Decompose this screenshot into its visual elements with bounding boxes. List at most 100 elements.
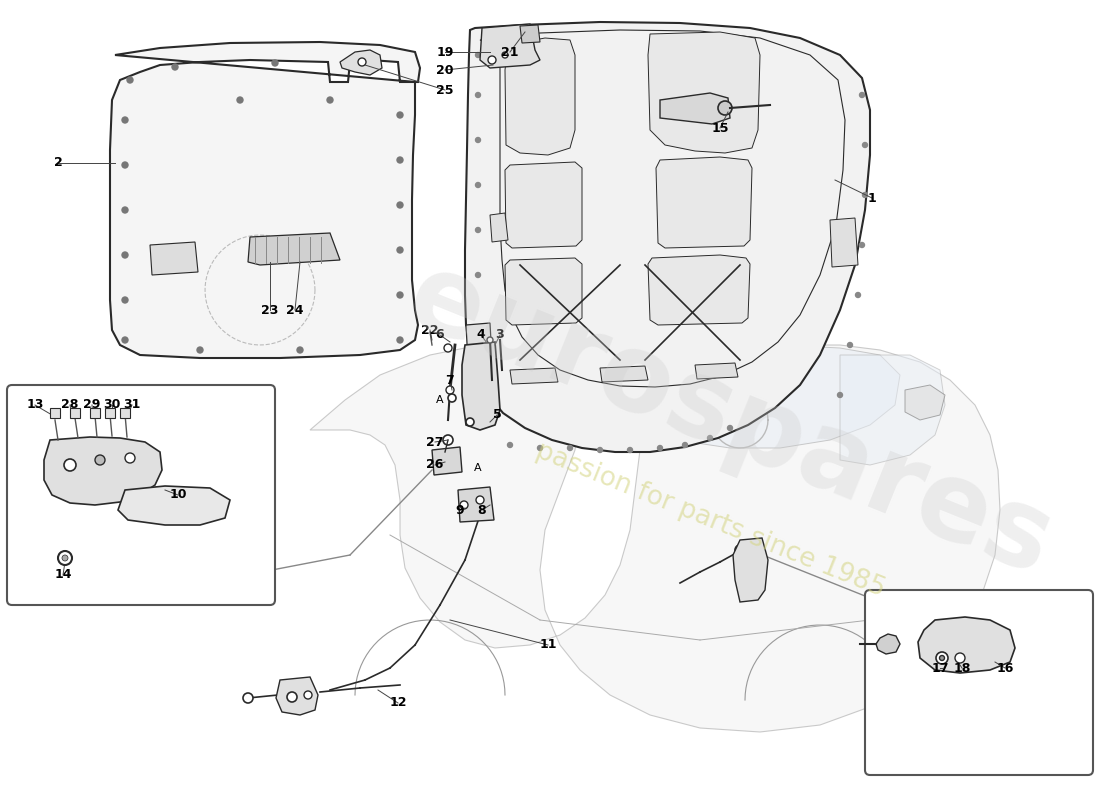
Polygon shape [628, 345, 900, 448]
Polygon shape [648, 255, 750, 325]
Text: 20: 20 [437, 63, 453, 77]
Polygon shape [432, 447, 462, 475]
Polygon shape [90, 408, 100, 418]
Circle shape [122, 117, 128, 123]
Text: 6: 6 [436, 329, 444, 342]
Polygon shape [104, 408, 116, 418]
Polygon shape [340, 50, 382, 75]
Text: 2: 2 [54, 157, 63, 170]
Circle shape [502, 52, 508, 58]
Polygon shape [905, 385, 945, 420]
Polygon shape [50, 408, 60, 418]
Circle shape [397, 292, 403, 298]
Circle shape [476, 496, 484, 504]
Text: 12: 12 [389, 697, 407, 710]
Polygon shape [70, 408, 80, 418]
Text: 7: 7 [446, 374, 454, 386]
Circle shape [397, 157, 403, 163]
Polygon shape [505, 258, 582, 325]
Text: 8: 8 [477, 503, 486, 517]
Circle shape [125, 453, 135, 463]
Circle shape [95, 455, 104, 465]
Circle shape [122, 162, 128, 168]
Circle shape [172, 64, 178, 70]
Text: 25: 25 [437, 83, 453, 97]
Text: 28: 28 [62, 398, 79, 411]
Polygon shape [276, 677, 318, 715]
Text: 19: 19 [437, 46, 453, 58]
FancyBboxPatch shape [865, 590, 1093, 775]
Circle shape [859, 242, 865, 247]
Circle shape [397, 112, 403, 118]
Polygon shape [876, 634, 900, 654]
Text: A: A [474, 463, 482, 473]
Circle shape [272, 60, 278, 66]
Polygon shape [830, 218, 858, 267]
Polygon shape [600, 366, 648, 382]
Circle shape [358, 58, 366, 66]
Polygon shape [120, 408, 130, 418]
Text: 11: 11 [539, 638, 557, 651]
Circle shape [444, 344, 452, 352]
Polygon shape [695, 363, 738, 379]
FancyBboxPatch shape [7, 385, 275, 605]
Circle shape [448, 394, 456, 402]
Circle shape [837, 393, 843, 398]
Circle shape [859, 93, 865, 98]
Circle shape [236, 97, 243, 103]
Circle shape [707, 435, 713, 441]
Text: 30: 30 [103, 398, 121, 411]
Polygon shape [458, 487, 494, 522]
Circle shape [955, 653, 965, 663]
Circle shape [122, 252, 128, 258]
Circle shape [197, 347, 204, 353]
Circle shape [735, 545, 745, 555]
Circle shape [627, 447, 632, 453]
Text: 24: 24 [286, 303, 304, 317]
Text: A: A [437, 395, 443, 405]
Circle shape [862, 193, 868, 198]
Text: 23: 23 [262, 303, 278, 317]
Text: 13: 13 [26, 398, 44, 411]
Text: 31: 31 [123, 398, 141, 411]
Circle shape [475, 93, 481, 98]
Circle shape [847, 342, 852, 347]
Polygon shape [480, 30, 845, 387]
Circle shape [727, 426, 733, 430]
Circle shape [443, 435, 453, 445]
Text: 1: 1 [868, 191, 877, 205]
Text: 18: 18 [954, 662, 970, 674]
Polygon shape [505, 38, 575, 155]
Polygon shape [110, 42, 420, 358]
Polygon shape [465, 22, 870, 452]
Circle shape [327, 97, 333, 103]
Polygon shape [648, 32, 760, 153]
Polygon shape [660, 93, 730, 124]
Circle shape [397, 337, 403, 343]
Circle shape [682, 442, 688, 447]
Polygon shape [656, 157, 752, 248]
Circle shape [122, 297, 128, 303]
Polygon shape [490, 213, 508, 242]
Circle shape [936, 652, 948, 664]
Circle shape [287, 692, 297, 702]
Circle shape [538, 446, 542, 450]
Circle shape [475, 182, 481, 187]
Circle shape [397, 247, 403, 253]
Polygon shape [505, 162, 582, 248]
Polygon shape [520, 25, 540, 43]
Text: eurospares: eurospares [393, 242, 1068, 598]
Polygon shape [733, 538, 768, 602]
Circle shape [362, 64, 369, 70]
Circle shape [475, 227, 481, 233]
Circle shape [718, 101, 732, 115]
Polygon shape [462, 342, 501, 430]
Circle shape [460, 501, 467, 509]
Polygon shape [840, 355, 945, 465]
Circle shape [58, 551, 72, 565]
Text: 26: 26 [427, 458, 443, 471]
Text: passion for parts since 1985: passion for parts since 1985 [531, 438, 889, 602]
Circle shape [64, 459, 76, 471]
Polygon shape [310, 345, 1000, 732]
Circle shape [475, 138, 481, 142]
